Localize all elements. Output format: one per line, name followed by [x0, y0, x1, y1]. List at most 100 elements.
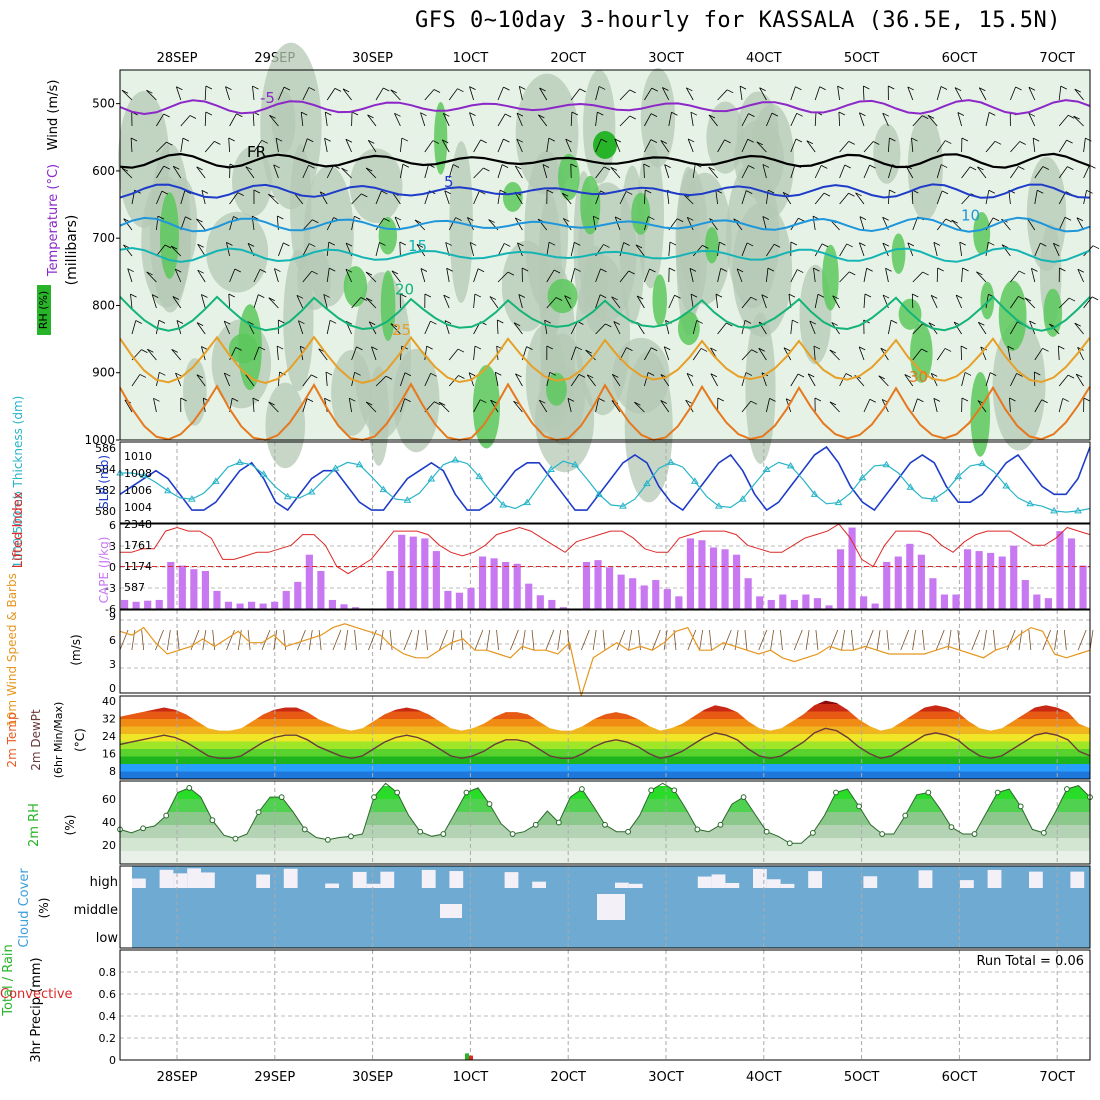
rh-point — [232, 835, 239, 842]
cloud-high-bar — [725, 882, 740, 888]
wind-barb-flag — [549, 371, 556, 376]
wind-barb — [204, 111, 207, 127]
wind-barb — [885, 268, 889, 283]
wind-barb — [1058, 398, 1064, 413]
wind-barb-flag — [121, 167, 129, 172]
wind10-barb — [247, 629, 251, 651]
wind-barb-flag — [797, 269, 804, 273]
rh-point — [509, 831, 516, 837]
wind-barb — [516, 112, 523, 127]
li-tick: -3 — [105, 582, 116, 595]
wind-barb — [473, 191, 480, 205]
thickness-tick: 584 — [95, 463, 116, 476]
wind-barb — [448, 217, 456, 231]
wind-barb — [715, 294, 718, 309]
panel-frame — [119, 949, 1091, 1061]
wind-barb — [664, 164, 670, 179]
wind-barb-flag — [739, 85, 747, 90]
wind-barb-flag — [677, 218, 684, 223]
wind-barb-flag — [157, 215, 165, 220]
wind-barb-flag — [517, 242, 524, 247]
wind-barb — [365, 297, 377, 309]
wind10-barb — [531, 629, 535, 651]
thickness-marker — [666, 458, 675, 465]
wind-barb-flag — [976, 271, 983, 276]
wind-barb-flag — [504, 243, 511, 247]
wind-barb — [1076, 217, 1084, 231]
wind10-barb — [176, 629, 180, 651]
cape-bar — [478, 556, 487, 609]
wind-barb-flag — [928, 322, 936, 327]
wind-barb — [197, 269, 206, 283]
rh-mid-area — [349, 148, 403, 223]
wind-barb — [319, 191, 328, 205]
date-label-bottom: 28SEP — [157, 1070, 198, 1085]
wind-barb-flag — [197, 269, 204, 274]
wind-barb — [595, 138, 602, 153]
wind-barb — [469, 112, 474, 127]
wind-barb-flag — [152, 294, 159, 299]
wind-barb-flag — [1028, 112, 1036, 117]
pressure-tick: 1000 — [84, 433, 115, 447]
wind-barb-flag — [390, 89, 397, 94]
wind10-barb — [793, 629, 803, 651]
cape-bar — [940, 594, 949, 609]
wind-barb-flag — [538, 114, 545, 119]
wind-barb — [933, 398, 938, 413]
wind-barb-flag — [762, 164, 770, 168]
rh-band — [120, 851, 1090, 864]
wind-barb-flag — [907, 86, 914, 91]
thickness-axis-label: 1000-500mb Thickness (dm) — [11, 396, 25, 569]
wind10-barb — [283, 629, 287, 651]
wind-barb-flag — [671, 111, 678, 116]
thickness-marker — [690, 477, 699, 484]
wind-barb-flag — [907, 242, 915, 247]
wind-barb — [1024, 297, 1036, 309]
wind-barb-flag — [365, 271, 373, 276]
wind-barb-flag — [399, 241, 406, 246]
wind-barb — [278, 242, 284, 257]
wind-barb-flag — [571, 111, 579, 116]
temperature-contour — [119, 335, 1091, 385]
cloud-high-bar — [628, 883, 643, 888]
wind-barb — [1075, 373, 1084, 387]
wind-barb — [782, 192, 792, 205]
wind-barb — [544, 320, 548, 335]
thickness-marker — [930, 495, 939, 502]
wind10-barb — [297, 629, 306, 651]
rh-high-area — [434, 102, 448, 175]
wind-barb-flag — [992, 217, 1000, 222]
wind-barb-flag — [771, 112, 779, 117]
wind-barb — [151, 294, 157, 309]
cape-bar — [709, 547, 718, 609]
wind-barb-flag — [430, 372, 437, 377]
wind-barb-flag — [308, 164, 315, 169]
cape-bar — [929, 578, 937, 609]
wind-barb — [570, 268, 576, 283]
wind-barb — [351, 346, 357, 361]
wind-barb — [518, 86, 523, 101]
wind-barb — [1010, 373, 1017, 387]
wind-barb — [733, 218, 743, 231]
wind-barb — [643, 163, 645, 179]
rh2m-unit: (%) — [63, 815, 77, 836]
rh-point — [255, 809, 262, 816]
wind-barb — [758, 321, 767, 335]
wind-barb — [516, 139, 523, 153]
wind-barb — [326, 320, 331, 335]
wind10-barb — [580, 629, 590, 651]
wind-barb — [911, 138, 914, 153]
wind-barb-flag — [869, 164, 876, 169]
wind-barb — [172, 166, 182, 179]
wind-barb — [473, 346, 476, 361]
rh-mid-area — [183, 358, 207, 426]
wind-barb-flag — [727, 89, 734, 94]
rh-point — [186, 785, 193, 791]
wind10-barb — [851, 629, 854, 651]
wind-barb-flag — [746, 242, 754, 247]
date-label-bottom: 29SEP — [254, 1070, 295, 1085]
wind-barb — [668, 295, 675, 309]
panel-frame — [119, 865, 1091, 949]
wind-barb — [837, 86, 840, 101]
